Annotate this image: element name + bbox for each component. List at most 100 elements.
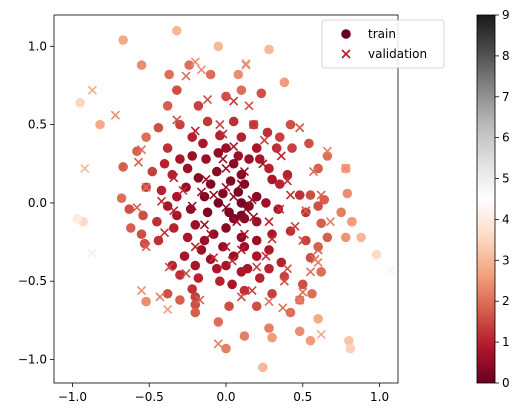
- validation-point-stroke: [282, 176, 292, 186]
- x-tick-label: −0.5: [135, 390, 164, 404]
- train-point: [138, 210, 148, 221]
- train-point: [356, 232, 366, 243]
- validation-point-stroke: [155, 292, 165, 302]
- validation-point: [209, 190, 219, 200]
- validation-point-stroke: [258, 159, 268, 169]
- colorbar-tick-label: 4: [502, 212, 510, 226]
- train-point: [228, 251, 239, 261]
- train-point: [228, 116, 239, 127]
- validation-point-stroke: [133, 157, 144, 167]
- validation-point: [322, 146, 332, 156]
- train-point: [233, 69, 244, 80]
- train-point: [190, 260, 201, 271]
- validation-point: [236, 245, 246, 255]
- validation-point-stroke: [239, 167, 249, 177]
- legend-validation-marker: [341, 49, 351, 59]
- train-point: [193, 101, 204, 111]
- validation-point-stroke: [181, 268, 191, 278]
- validation-point: [209, 253, 219, 263]
- train-point: [236, 267, 247, 277]
- validation-point-stroke: [156, 196, 167, 206]
- validation-point: [279, 276, 289, 286]
- train-point: [336, 207, 346, 218]
- validation-point-stroke: [229, 192, 239, 202]
- train-point: [221, 260, 231, 271]
- validation-point: [282, 264, 292, 274]
- validation-point: [252, 262, 262, 272]
- validation-point: [249, 212, 259, 222]
- train-point: [342, 188, 353, 199]
- validation-point: [196, 65, 206, 75]
- x-axis: −1.0 −0.5 0.0 0.5 1.0: [58, 383, 389, 404]
- validation-point: [295, 295, 305, 305]
- validation-point-stroke: [136, 286, 147, 296]
- train-point: [274, 132, 285, 142]
- validation-point-stroke: [236, 245, 246, 255]
- validation-point-stroke: [325, 217, 335, 227]
- train-point: [208, 229, 219, 240]
- x-tick-label: −1.0: [58, 390, 87, 404]
- validation-point-stroke: [241, 60, 251, 70]
- validation-point: [275, 204, 285, 214]
- validation-point-stroke: [285, 190, 296, 200]
- validation-point: [236, 292, 246, 302]
- train-point: [264, 245, 274, 255]
- x-tick-label: 0.0: [216, 390, 235, 404]
- train-point: [153, 235, 164, 246]
- train-point: [221, 223, 231, 233]
- validation-point-stroke: [308, 167, 319, 177]
- validation-point: [316, 329, 326, 340]
- train-point: [162, 101, 173, 111]
- validation-point: [160, 228, 170, 238]
- train-point: [273, 204, 284, 214]
- validation-point-stroke: [264, 217, 274, 227]
- train-point: [167, 169, 178, 180]
- validation-point-stroke: [261, 251, 271, 261]
- train-point: [305, 190, 316, 200]
- train-point: [236, 198, 247, 208]
- validation-point-stroke: [187, 201, 197, 211]
- validation-point: [258, 159, 268, 169]
- validation-point: [285, 190, 296, 200]
- validation-point: [155, 292, 165, 302]
- train-point: [95, 119, 105, 130]
- train-point: [279, 77, 290, 88]
- validation-point: [241, 58, 251, 69]
- validation-point-stroke: [136, 145, 147, 155]
- validation-point: [201, 174, 211, 184]
- validation-point-stroke: [264, 297, 274, 307]
- train-point: [175, 119, 185, 130]
- train-point: [264, 323, 274, 333]
- train-point: [118, 35, 128, 45]
- validation-point: [239, 229, 249, 239]
- validation-point: [163, 304, 173, 314]
- validation-point: [305, 267, 316, 277]
- validation-point-stroke: [301, 206, 311, 216]
- validation-point: [229, 192, 239, 202]
- train-point: [211, 263, 222, 274]
- validation-point-stroke: [221, 182, 231, 192]
- validation-point-stroke: [203, 94, 213, 105]
- train-point: [136, 229, 147, 240]
- validation-point-stroke: [196, 187, 206, 197]
- train-point: [301, 207, 311, 218]
- validation-point: [229, 141, 239, 152]
- train-point: [258, 362, 268, 373]
- train-point: [251, 251, 262, 261]
- train-point: [344, 335, 354, 346]
- validation-point: [249, 120, 259, 130]
- train-point: [304, 138, 314, 149]
- train-point: [285, 119, 296, 130]
- validation-point-stroke: [341, 163, 351, 174]
- validation-point-stroke: [190, 242, 200, 252]
- train-point: [218, 188, 228, 199]
- train-point: [294, 326, 305, 337]
- train-point: [225, 176, 236, 186]
- train-point: [221, 343, 231, 354]
- train-point: [262, 127, 273, 138]
- train-point: [190, 220, 201, 230]
- train-point: [305, 335, 316, 346]
- train-point: [182, 232, 193, 243]
- train-point: [202, 116, 213, 127]
